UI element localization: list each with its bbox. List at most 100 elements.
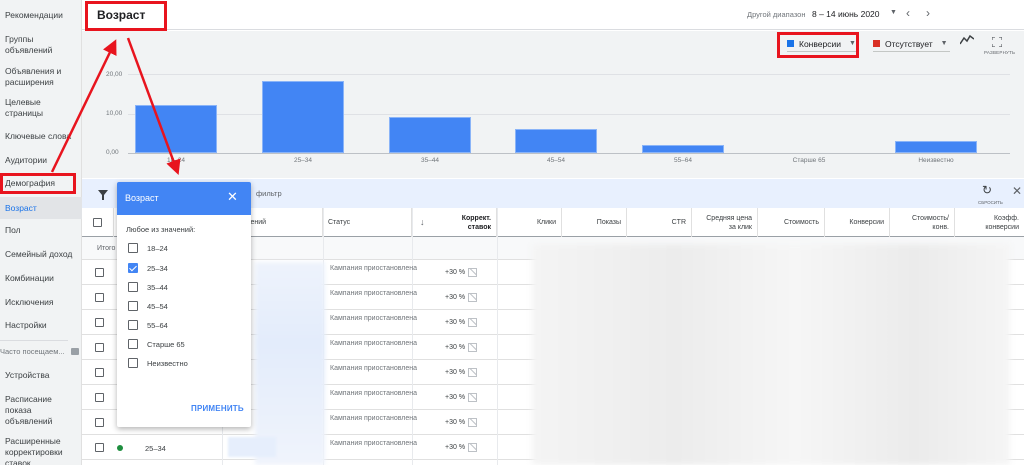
date-range-picker[interactable]: 8 – 14 июнь 2020 [812, 9, 880, 19]
sidebar-item-keywords[interactable]: Ключевые слова [5, 131, 72, 141]
row-checkbox[interactable] [95, 343, 104, 352]
recent-label: Часто посещаем... [0, 347, 65, 356]
option-55-64[interactable]: 55–64 [128, 320, 168, 330]
row-bid-adj[interactable]: +30 % [445, 293, 478, 302]
no-chart-icon [468, 293, 478, 302]
bar-25-34 [262, 81, 344, 153]
sidebar-item-settings[interactable]: Настройки [5, 320, 47, 330]
option-35-44[interactable]: 35–44 [128, 282, 168, 292]
sort-desc-icon: ↓ [420, 217, 425, 227]
col-bid-adj[interactable]: ↓ Коррект. ставок [412, 208, 497, 237]
sidebar-item-combinations[interactable]: Комбинации [5, 273, 54, 283]
checkbox[interactable] [128, 282, 138, 292]
col-ctr[interactable]: CTR [627, 208, 692, 237]
trend-line-icon[interactable] [959, 34, 975, 48]
col-conv-rate[interactable]: Коэфф. конверсии [985, 214, 1019, 231]
row-bid-adj[interactable]: +30 % [445, 418, 478, 427]
col-cost-per-conv[interactable]: Стоимость/ конв. [890, 208, 955, 237]
row-status: Кампания приостановлена [330, 290, 418, 297]
select-all-checkbox[interactable] [93, 218, 102, 227]
sidebar-nav: Рекомендации Группы объявлений Объявлени… [0, 0, 82, 465]
col-conversions[interactable]: Конверсии [825, 208, 890, 237]
col-clicks[interactable]: Клики [497, 208, 562, 237]
checkbox[interactable] [128, 339, 138, 349]
row-status: Кампания приостановлена [330, 390, 418, 397]
row-status: Кампания приостановлена [330, 265, 418, 272]
close-icon[interactable]: ✕ [1012, 184, 1023, 198]
chevron-down-icon[interactable]: ▼ [890, 9, 897, 16]
metric-selector-secondary[interactable]: Отсутствует ▼ [873, 36, 950, 52]
sidebar-item-age[interactable]: Возраст [0, 197, 82, 219]
page-title: Возраст [97, 8, 146, 22]
sidebar-item-ad-schedule[interactable]: Расписание показа объявлений [5, 394, 53, 426]
no-chart-icon [468, 318, 478, 327]
checkbox[interactable] [128, 358, 138, 368]
no-chart-icon [468, 418, 478, 427]
sidebar-item-demographics[interactable]: Демография [5, 178, 55, 188]
y-tick: 10,00 [106, 110, 123, 117]
sidebar-item-gender[interactable]: Пол [5, 225, 21, 235]
annotation-box-metric [777, 32, 859, 58]
popup-subtitle: Любое из значений: [126, 225, 196, 234]
col-impressions[interactable]: Показы [562, 208, 627, 237]
sidebar-item-landing-pages[interactable]: Целевые страницы [5, 97, 44, 118]
row-checkbox[interactable] [95, 293, 104, 302]
row-bid-adj[interactable]: +30 % [445, 268, 478, 277]
metric-color-swatch [787, 40, 794, 47]
checkbox[interactable] [128, 301, 138, 311]
sidebar-item-advanced-bid-adj[interactable]: Расширенные корректировки ставок [5, 436, 63, 465]
col-status[interactable]: Статус [323, 208, 412, 237]
row-checkbox[interactable] [95, 318, 104, 327]
filter-icon[interactable] [98, 187, 108, 200]
col-cost[interactable]: Стоимость [758, 208, 825, 237]
row-bid-adj[interactable]: +30 % [445, 443, 478, 452]
row-checkbox[interactable] [95, 418, 104, 427]
apply-button[interactable]: ПРИМЕНИТЬ [191, 404, 244, 413]
sidebar-item-ads-extensions[interactable]: Объявления и расширения [5, 66, 62, 87]
row-checkbox[interactable] [95, 268, 104, 277]
option-45-54[interactable]: 45–54 [128, 301, 168, 311]
close-icon[interactable]: ✕ [227, 189, 238, 204]
metric-label: Конверсии [799, 38, 841, 49]
bar-35-44 [389, 117, 471, 153]
option-18-24[interactable]: 18–24 [128, 243, 168, 253]
bar-55-64 [642, 145, 724, 153]
row-bid-adj[interactable]: +30 % [445, 343, 478, 352]
sidebar-item-recommendations[interactable]: Рекомендации [5, 10, 63, 20]
add-filter-placeholder[interactable]: фильтр [256, 189, 282, 198]
row-checkbox[interactable] [95, 393, 104, 402]
checkbox-checked[interactable] [128, 263, 138, 273]
prev-period-button[interactable]: ‹ [906, 6, 910, 20]
metric-label: Отсутствует [885, 38, 933, 49]
sidebar-item-household-income[interactable]: Семейный доход [5, 249, 73, 259]
y-tick: 0,00 [106, 149, 119, 156]
chevron-down-icon: ▼ [940, 40, 948, 47]
option-25-34[interactable]: 25–34 [128, 263, 168, 273]
y-tick: 20,00 [106, 71, 123, 78]
no-chart-icon [468, 343, 478, 352]
popup-header: Возраст ✕ [117, 182, 251, 215]
checkbox[interactable] [128, 320, 138, 330]
option-over-65[interactable]: Старше 65 [128, 339, 185, 349]
checkbox[interactable] [128, 243, 138, 253]
row-bid-adj[interactable]: +30 % [445, 318, 478, 327]
col-avg-cpc[interactable]: Средняя цена за клик [692, 208, 758, 237]
metric-selector-primary[interactable]: Конверсии ▼ [787, 36, 857, 52]
x-label: 25–34 [293, 157, 313, 164]
sidebar-recent-section[interactable]: Часто посещаем... [0, 347, 82, 356]
sidebar-item-exclusions[interactable]: Исключения [5, 297, 54, 307]
expand-label: РАЗВЕРНУТЬ [984, 50, 1016, 55]
sidebar-item-audiences[interactable]: Аудитории [5, 155, 47, 165]
select-all-checkbox-cell[interactable] [82, 208, 114, 237]
next-period-button[interactable]: › [926, 6, 930, 20]
reset-icon[interactable]: ↻ [982, 183, 993, 197]
x-label: 55–64 [673, 157, 693, 164]
sidebar-item-ad-groups[interactable]: Группы объявлений [5, 34, 53, 55]
row-bid-adj[interactable]: +30 % [445, 368, 478, 377]
row-checkbox[interactable] [95, 368, 104, 377]
sidebar-item-devices[interactable]: Устройства [5, 370, 50, 380]
row-checkbox[interactable] [95, 443, 104, 452]
option-unknown[interactable]: Неизвестно [128, 358, 188, 368]
row-bid-adj[interactable]: +30 % [445, 393, 478, 402]
page-header: Возраст [82, 0, 1024, 30]
